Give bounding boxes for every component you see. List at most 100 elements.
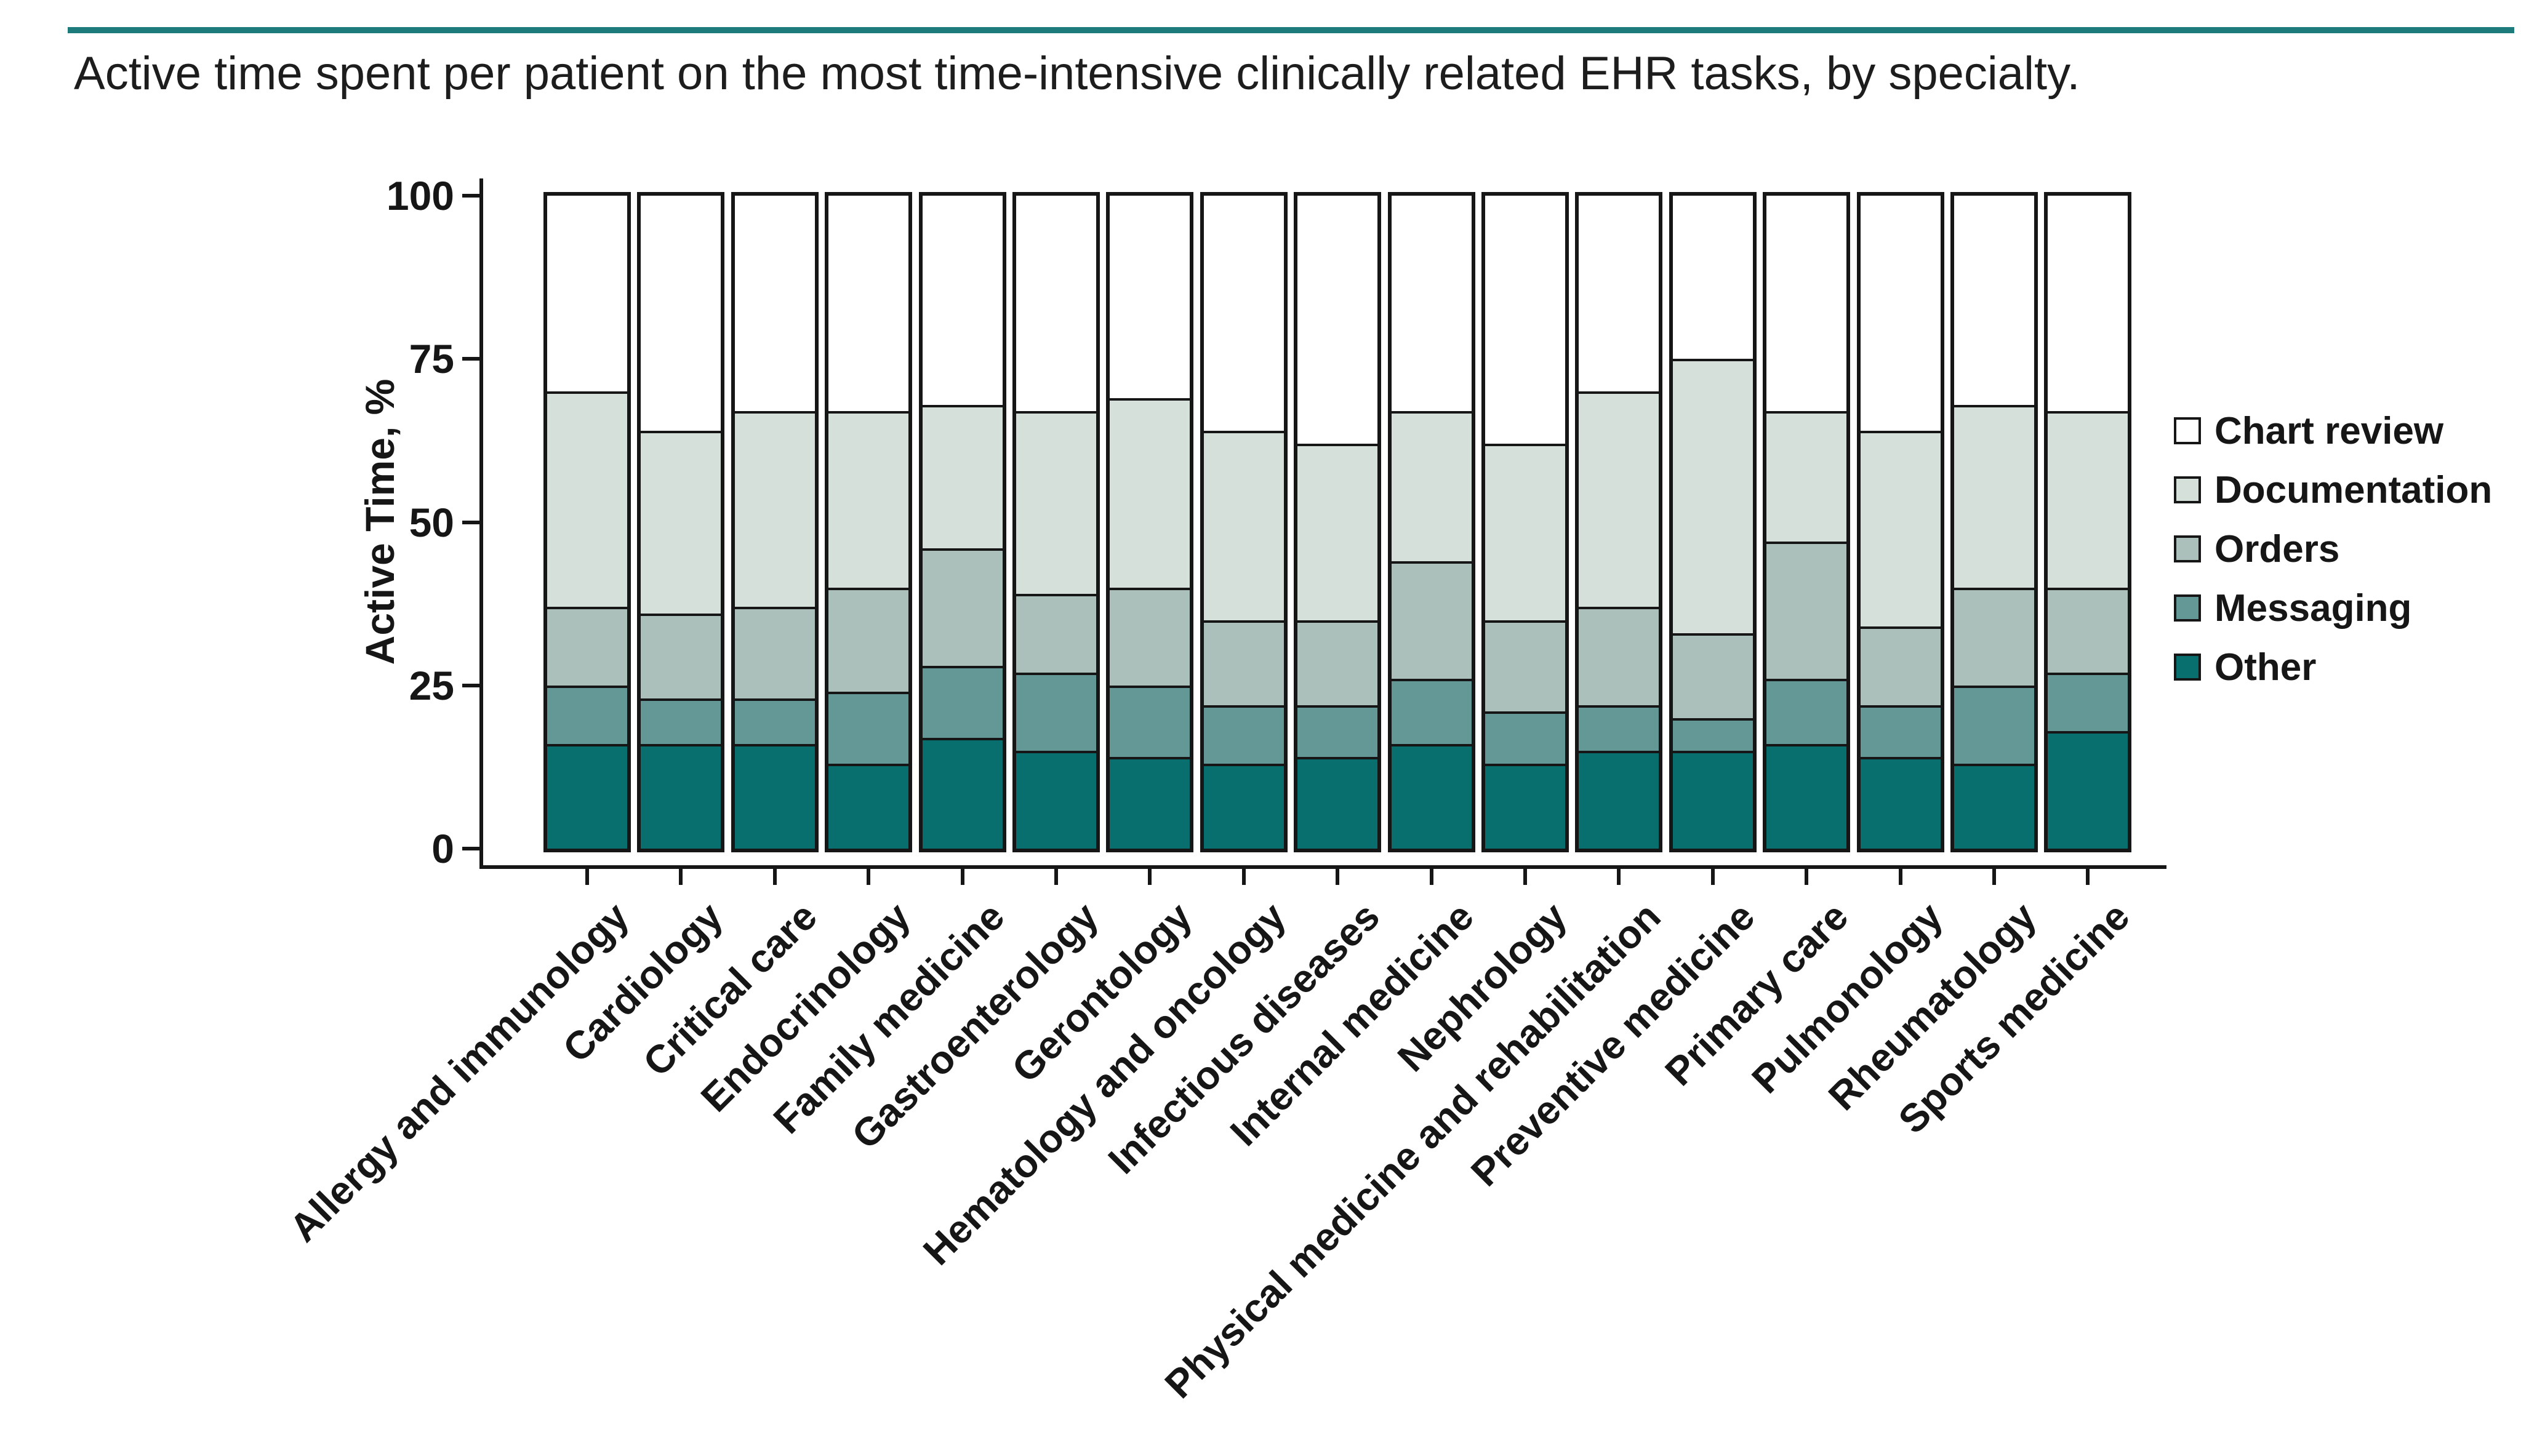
segment-documentation — [735, 411, 815, 607]
segment-documentation — [1297, 444, 1377, 620]
segment-messaging — [2048, 672, 2128, 732]
segment-orders — [828, 587, 908, 692]
segment-chart-review — [1204, 196, 1284, 431]
segment-messaging — [1766, 679, 1846, 745]
segment-other — [1297, 757, 1377, 849]
segment-chart-review — [1579, 196, 1659, 392]
x-tick-mark — [1805, 869, 1808, 885]
y-tick-label: 25 — [409, 662, 454, 708]
segment-other — [923, 737, 1003, 849]
segment-messaging — [1110, 685, 1190, 758]
x-tick-mark — [585, 869, 589, 885]
segment-messaging — [1297, 705, 1377, 758]
segment-messaging — [1016, 672, 1096, 751]
segment-other — [641, 744, 721, 849]
x-tick-mark — [867, 869, 870, 885]
bar-allergy-and-immunology — [543, 192, 631, 852]
legend: Chart review Documentation Orders Messaging… — [2174, 406, 2492, 702]
segment-documentation — [1204, 430, 1284, 620]
segment-documentation — [1954, 404, 2034, 588]
segment-chart-review — [1110, 196, 1190, 398]
segment-other — [1861, 757, 1941, 849]
segment-documentation — [1110, 398, 1190, 588]
x-tick-mark — [1899, 869, 1902, 885]
legend-swatch-icon — [2174, 654, 2201, 681]
segment-documentation — [1392, 411, 1472, 562]
legend-label: Documentation — [2214, 468, 2493, 511]
x-tick-mark — [1711, 869, 1715, 885]
segment-orders — [2048, 587, 2128, 673]
segment-orders — [1579, 607, 1659, 705]
segment-documentation — [1673, 359, 1753, 633]
segment-other — [828, 764, 908, 849]
segment-other — [1204, 764, 1284, 849]
segment-chart-review — [1485, 196, 1565, 444]
legend-item-documentation: Documentation — [2174, 465, 2492, 514]
legend-item-other: Other — [2174, 642, 2492, 692]
x-tick-mark — [1336, 869, 1339, 885]
y-tick-label: 100 — [386, 173, 454, 218]
bar-preventive-medicine — [1669, 192, 1757, 852]
segment-chart-review — [1766, 196, 1846, 412]
segment-orders — [1392, 561, 1472, 679]
segment-documentation — [641, 430, 721, 614]
bar-infectious-diseases — [1294, 192, 1381, 852]
legend-item-messaging: Messaging — [2174, 583, 2492, 633]
segment-chart-review — [1673, 196, 1753, 359]
segment-messaging — [828, 692, 908, 764]
segment-other — [1016, 750, 1096, 849]
x-tick-mark — [1430, 869, 1433, 885]
segment-chart-review — [1861, 196, 1941, 431]
segment-other — [2048, 731, 2128, 849]
segment-messaging — [1861, 705, 1941, 758]
legend-label: Chart review — [2214, 409, 2444, 452]
segment-orders — [1954, 587, 2034, 686]
segment-orders — [1485, 620, 1565, 712]
x-tick-mark — [1148, 869, 1152, 885]
legend-swatch-icon — [2174, 535, 2201, 562]
segment-messaging — [735, 698, 815, 745]
legend-item-orders: Orders — [2174, 524, 2492, 574]
segment-other — [547, 744, 627, 849]
segment-other — [1485, 764, 1565, 849]
segment-messaging — [641, 698, 721, 745]
legend-swatch-icon — [2174, 476, 2201, 503]
segment-messaging — [547, 685, 627, 745]
bar-nephrology — [1481, 192, 1569, 852]
segment-documentation — [1579, 391, 1659, 607]
segment-other — [1673, 750, 1753, 849]
bar-endocrinology — [825, 192, 912, 852]
segment-messaging — [1204, 705, 1284, 764]
segment-chart-review — [735, 196, 815, 412]
segment-chart-review — [1392, 196, 1472, 412]
x-tick-mark — [1242, 869, 1246, 885]
y-tick-mark — [462, 847, 479, 850]
x-axis-line — [479, 865, 2166, 869]
segment-orders — [1673, 633, 1753, 718]
legend-swatch-icon — [2174, 594, 2201, 622]
bar-primary-care — [1763, 192, 1850, 852]
x-tick-mark — [2086, 869, 2090, 885]
segment-documentation — [1016, 411, 1096, 594]
segment-orders — [735, 607, 815, 698]
x-tick-mark — [679, 869, 683, 885]
segment-chart-review — [641, 196, 721, 431]
segment-messaging — [1485, 711, 1565, 764]
legend-item-chart-review: Chart review — [2174, 406, 2492, 455]
x-tick-mark — [1992, 869, 1996, 885]
bar-hematology-and-oncology — [1200, 192, 1288, 852]
bar-cardiology — [637, 192, 724, 852]
bar-gerontology — [1106, 192, 1193, 852]
segment-orders — [1016, 594, 1096, 673]
y-axis-line — [479, 178, 483, 869]
bar-sports-medicine — [2044, 192, 2131, 852]
legend-label: Orders — [2214, 527, 2340, 570]
segment-chart-review — [1297, 196, 1377, 444]
x-tick-mark — [1054, 869, 1058, 885]
segment-other — [1766, 744, 1846, 849]
segment-messaging — [1673, 718, 1753, 751]
segment-chart-review — [2048, 196, 2128, 412]
segment-orders — [1110, 587, 1190, 686]
bar-gastroenterology — [1012, 192, 1100, 852]
